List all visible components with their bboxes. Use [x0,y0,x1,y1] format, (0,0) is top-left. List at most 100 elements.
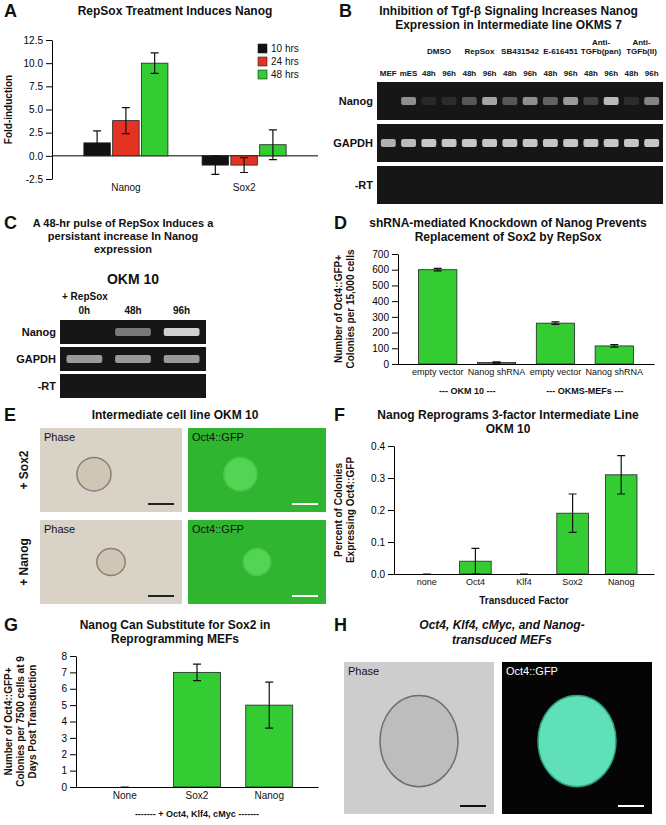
error-bar [520,573,528,574]
tick-mark [46,110,52,111]
text-line: Inhibition of Tgf-β Signaling Increases … [379,4,638,18]
tick-mark [46,156,52,157]
gel-band [442,139,457,147]
group-annotation: --- OKMS-MEFs --- [546,386,623,396]
category-label: Nanog [111,182,140,193]
tick-mark [70,771,76,772]
gel-band [624,139,639,147]
gel-band [604,97,619,105]
y-axis-title: Number of Oct4::GFP+Colonies per 15,000 … [333,249,356,368]
legend-entry: 24 hrs [258,56,299,67]
y-tick: 2.5 [29,127,52,138]
panel-letter: C [4,213,17,233]
gel-band [583,139,598,147]
y-axis: -2.50.02.55.07.510.012.5 [24,35,53,185]
y-tick: 0.0 [29,151,52,162]
tick-label: 7 [61,667,67,678]
gel-header: OKM 10 [107,271,159,287]
gel-panel: BInhibition of Tgf-β Signaling Increases… [333,1,663,204]
error-bar [493,362,501,363]
lane-group-label: DMSO [427,47,451,56]
y-axis-title: Number of Oct4::GFP+Colonies per 7500 ce… [3,656,38,787]
text-line: A 48-hr pulse of RepSox Induces a [33,217,214,229]
tick-label: -2.5 [26,174,44,185]
tick-label: 7.5 [29,81,43,92]
error-bar [423,573,431,574]
y-tick: 400 [372,296,398,307]
lane-label: 48h [422,69,436,78]
gel-band [381,139,396,147]
y-axis-line [76,657,77,788]
x-tick: Sox2 [562,577,583,587]
gel-band [421,97,436,105]
gel-band [442,181,457,189]
x-tick: Oct4 [466,577,485,587]
tick-label: 0.2 [371,505,385,516]
lane-label: 0h [79,305,91,316]
micrograph-image: Oct4::GFP [188,520,326,604]
chart-title: Nanog Reprograms 3-factor Intermediate L… [377,408,639,436]
text-line: Percent of Colonies [333,463,344,557]
tick-label: 6 [61,683,67,694]
category-label: Nanog shRNA [468,367,526,377]
y-axis-title: Percent of ColoniesExpressing Oct4::GFP [333,457,356,563]
panel-letter: H [334,615,347,635]
tick-label: 8 [61,651,67,662]
group-annotation: --- OKM 10 --- [439,386,496,396]
image-background [40,520,182,604]
text-line: Expression in Intermediate line OKMS 7 [395,18,622,32]
tick-mark [70,705,76,706]
error-bar [617,456,625,494]
legend: 10 hrs 24 hrs 48 hrs [258,43,299,80]
micrograph-image: Oct4::GFP [502,662,652,814]
lane-group-label: Anti-TGFb(II) [626,38,657,56]
gel-band [401,97,416,105]
gel-band [502,139,517,147]
category-label: Sox2 [562,577,583,587]
lane-group-label: RepSox [465,47,495,56]
gel-band [523,181,538,189]
bar-chart-panel: DshRNA-mediated Knockdown of Nanog Preve… [333,213,655,396]
tick-label: 0 [61,782,67,793]
gel-band [502,181,517,189]
lane-group-label: Anti-TGFb(pan) [581,38,622,56]
tick-mark [70,787,76,788]
y-tick: 4 [61,716,76,727]
micrograph-title: Oct4, Klf4, cMyc, and Nanog-transduced M… [419,618,584,647]
text-line: Reprogramming MEFs [111,632,239,646]
row-label: GAPDH [16,353,56,365]
lane-label: mES [400,69,418,78]
scale-bar [460,805,486,807]
x-axis-title: Transduced Factor [479,595,569,606]
legend-entry: 10 hrs [258,43,299,54]
image-background [188,428,326,512]
text-line: Expressing Oct4::GFP [345,457,356,563]
tick-mark [46,40,52,41]
tick-label: 0.1 [371,537,385,548]
gel-band [462,139,477,147]
tick-mark [70,738,76,739]
scale-bar [618,805,644,807]
text-line: transduced MEFs [452,633,552,647]
micrograph-image: Phase [344,662,494,814]
x-tick: None [113,790,137,801]
lane-label: 96h [645,69,659,78]
y-axis-title: Fold-induction [3,75,14,144]
tick-mark [46,86,52,87]
scale-bar [292,595,318,597]
text-line: Colonies per 15,000 cells [345,249,356,368]
y-tick: 12.5 [24,35,52,46]
x-axis-line [77,787,319,788]
text-line: Oct4, Klf4, cMyc, and Nanog- [419,618,584,632]
micrograph-image: Phase [40,428,182,512]
marks [84,53,286,174]
tick-mark [388,542,394,543]
gel-strip [60,320,206,344]
error-bar [122,108,130,134]
legend-label: 48 hrs [271,69,299,80]
lane-label: 96h [173,305,190,316]
bar [411,574,443,575]
category-label: Klf4 [516,577,532,587]
x-tick: Sox2 [186,790,209,801]
image-label: Oct4::GFP [192,431,244,443]
